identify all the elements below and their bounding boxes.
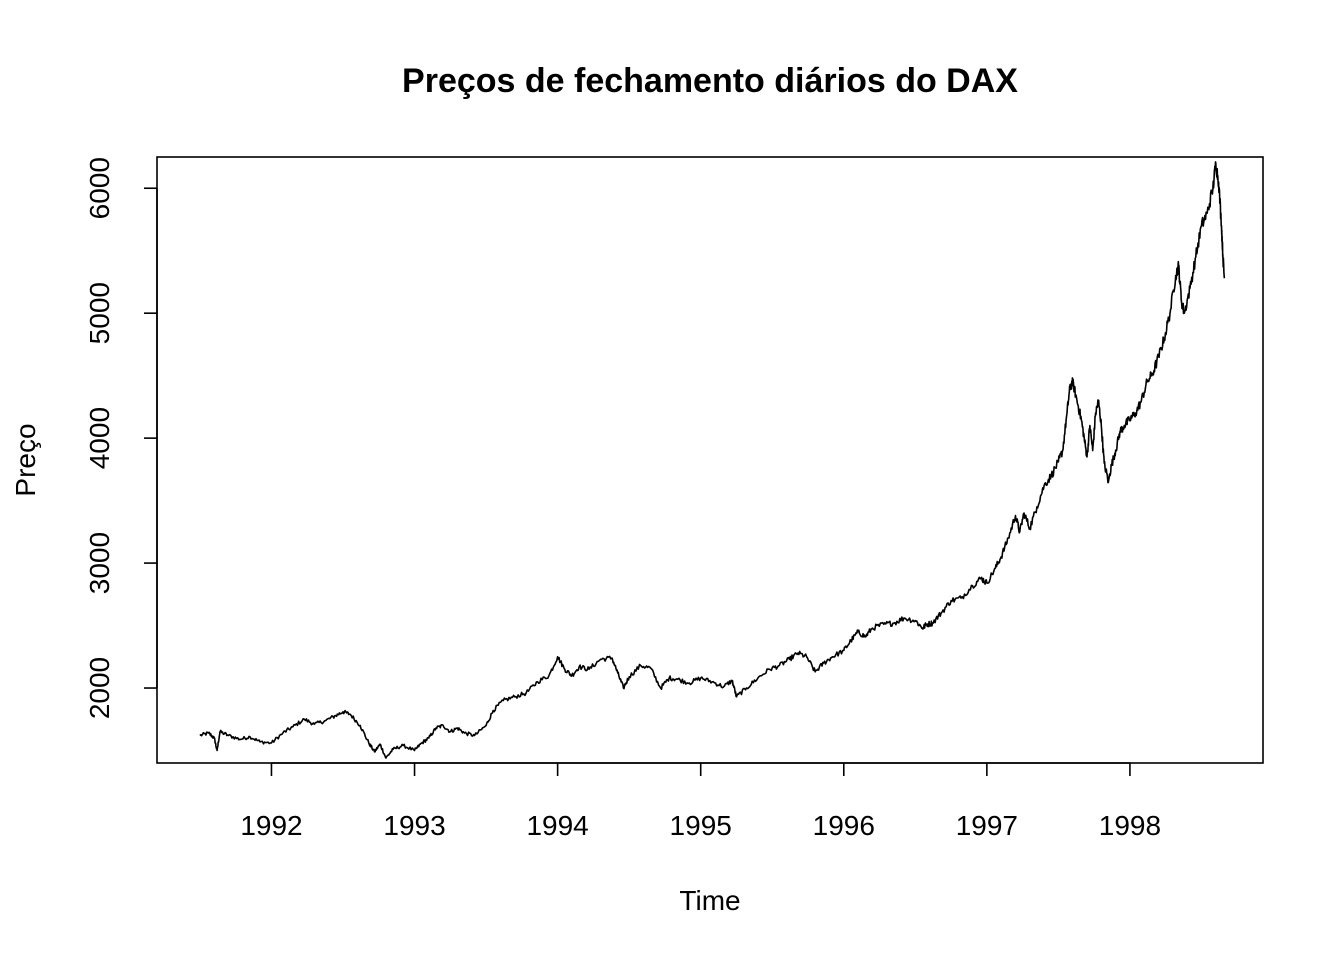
- x-axis-title: Time: [679, 885, 740, 916]
- x-tick-label: 1994: [526, 810, 588, 841]
- series-layer: [199, 161, 1226, 759]
- y-tick-label: 5000: [84, 282, 115, 344]
- x-tick-label: 1997: [956, 810, 1018, 841]
- y-axis-title: Preço: [10, 423, 41, 496]
- x-axis: 1992 1993 1994 1995 1996 1997 1998: [240, 762, 1161, 841]
- y-axis: 2000 3000 4000 5000 6000: [84, 157, 158, 719]
- x-tick-label: 1996: [813, 810, 875, 841]
- x-tick-label: 1993: [383, 810, 445, 841]
- y-tick-label: 3000: [84, 532, 115, 594]
- series-line: [199, 161, 1226, 759]
- y-tick-label: 4000: [84, 407, 115, 469]
- y-tick-label: 6000: [84, 157, 115, 219]
- plot-frame: [156, 156, 1264, 764]
- x-tick-label: 1998: [1099, 810, 1161, 841]
- x-tick-label: 1995: [670, 810, 732, 841]
- x-tick-label: 1992: [240, 810, 302, 841]
- y-tick-label: 2000: [84, 657, 115, 719]
- chart-title: Preços de fechamento diários do DAX: [402, 62, 1018, 100]
